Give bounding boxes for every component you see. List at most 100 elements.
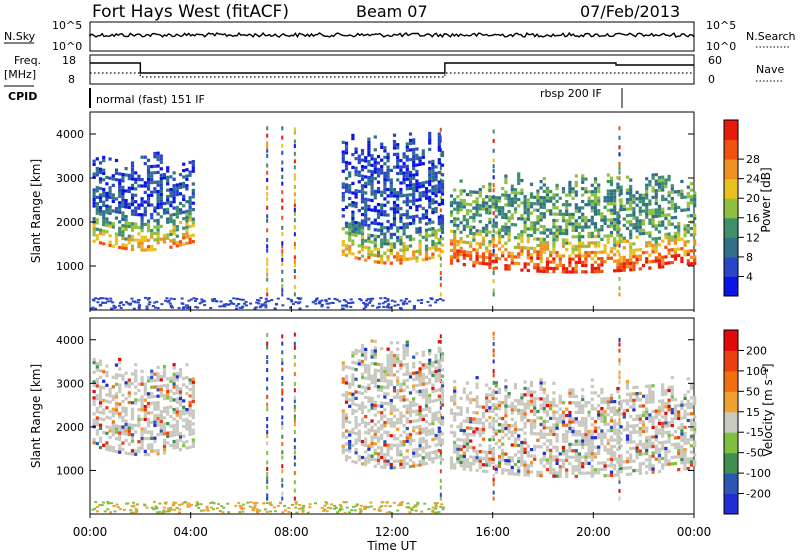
heatmap-cell (661, 214, 665, 218)
heatmap-cell (137, 307, 141, 310)
heatmap-cell (478, 427, 482, 431)
heatmap-cell (140, 440, 144, 444)
heatmap-cell (118, 425, 122, 429)
heatmap-cell (172, 363, 176, 367)
heatmap-cell (424, 429, 429, 434)
heatmap-cell (402, 356, 406, 360)
heatmap-cell (364, 363, 368, 367)
heatmap-cell (281, 135, 284, 140)
heatmap-cell (657, 214, 662, 218)
heatmap-cell (408, 199, 413, 203)
heatmap-cell (102, 194, 106, 198)
heatmap-cell (622, 207, 626, 211)
heatmap-cell (453, 444, 457, 448)
heatmap-cell (370, 403, 374, 407)
heatmap-cell (172, 196, 176, 201)
heatmap-cell (565, 232, 569, 236)
heatmap-cell (175, 183, 179, 187)
heatmap-cell (379, 297, 383, 300)
heatmap-cell (510, 469, 514, 473)
heatmap-cell (523, 425, 527, 429)
heatmap-cell (412, 355, 416, 359)
heatmap-cell (172, 423, 176, 428)
heatmap-cell (389, 226, 393, 230)
heatmap-cell (465, 234, 470, 238)
heatmap-cell (105, 207, 109, 211)
heatmap-cell (670, 254, 674, 258)
heatmap-cell (293, 445, 296, 450)
heatmap-cell (351, 411, 355, 416)
heatmap-cell (293, 382, 296, 387)
heatmap-cell (105, 364, 109, 368)
heatmap-cell (146, 395, 151, 399)
heatmap-cell (150, 401, 154, 405)
heatmap-cell (185, 209, 189, 213)
heatmap-cell (565, 193, 569, 197)
heatmap-cell (266, 402, 269, 407)
heatmap-cell (618, 496, 621, 501)
heatmap-cell (389, 178, 393, 182)
heatmap-cell (380, 142, 384, 146)
heatmap-cell (501, 209, 505, 213)
heatmap-cell (396, 379, 400, 383)
heatmap-cell (574, 404, 578, 408)
heatmap-cell (344, 183, 349, 187)
heatmap-cell (281, 278, 284, 283)
heatmap-cell (111, 301, 115, 304)
heatmap-cell (539, 196, 543, 200)
heatmap-cell (348, 235, 352, 239)
heatmap-cell (140, 437, 144, 441)
heatmap-cell (593, 455, 598, 459)
heatmap-cell (370, 208, 374, 212)
heatmap-cell (376, 385, 381, 389)
heatmap-cell (281, 304, 285, 307)
heatmap-cell (367, 399, 371, 403)
heatmap-cell (91, 508, 95, 511)
heatmap-cell (523, 207, 527, 212)
heatmap-cell (504, 177, 508, 181)
heatmap-cell (542, 237, 546, 241)
heatmap-cell (159, 224, 163, 228)
heatmap-cell (402, 165, 406, 169)
heatmap-cell (130, 238, 135, 242)
heatmap-cell (130, 407, 135, 411)
heatmap-cell (497, 445, 502, 449)
heatmap-cell (373, 346, 377, 350)
heatmap-cell (597, 445, 601, 449)
heatmap-cell (185, 200, 189, 204)
heatmap-cell (661, 207, 665, 211)
heatmap-cell (357, 458, 361, 462)
heatmap-cell (146, 401, 151, 405)
heatmap-cell (485, 227, 489, 231)
heatmap-cell (507, 251, 511, 255)
heatmap-cell (408, 458, 413, 462)
heatmap-cell (293, 232, 296, 237)
heatmap-cell (218, 305, 222, 308)
heatmap-cell (143, 385, 147, 389)
heatmap-cell (421, 440, 425, 444)
heatmap-cell (418, 437, 422, 441)
heatmap-cell (555, 445, 559, 449)
heatmap-cell (597, 403, 601, 408)
heatmap-cell (293, 345, 296, 350)
heatmap-cell (399, 398, 403, 402)
heatmap-cell (351, 383, 355, 387)
heatmap-cell (373, 218, 377, 222)
heatmap-cell (137, 446, 141, 450)
heatmap-cell (156, 231, 160, 235)
heatmap-cell (584, 244, 588, 248)
heatmap-cell (584, 423, 588, 427)
heatmap-cell (399, 255, 403, 259)
heatmap-cell (108, 410, 112, 414)
heatmap-cell (568, 430, 572, 434)
heatmap-cell (542, 442, 546, 446)
heatmap-cell (351, 443, 355, 448)
heatmap-cell (121, 441, 125, 445)
heatmap-cell (344, 413, 349, 417)
heatmap-cell (565, 423, 569, 427)
heatmap-cell (415, 463, 419, 468)
heatmap-cell (529, 380, 534, 384)
heatmap-cell (410, 508, 414, 511)
heatmap-cell (360, 404, 365, 408)
heatmap-cell (488, 259, 492, 263)
